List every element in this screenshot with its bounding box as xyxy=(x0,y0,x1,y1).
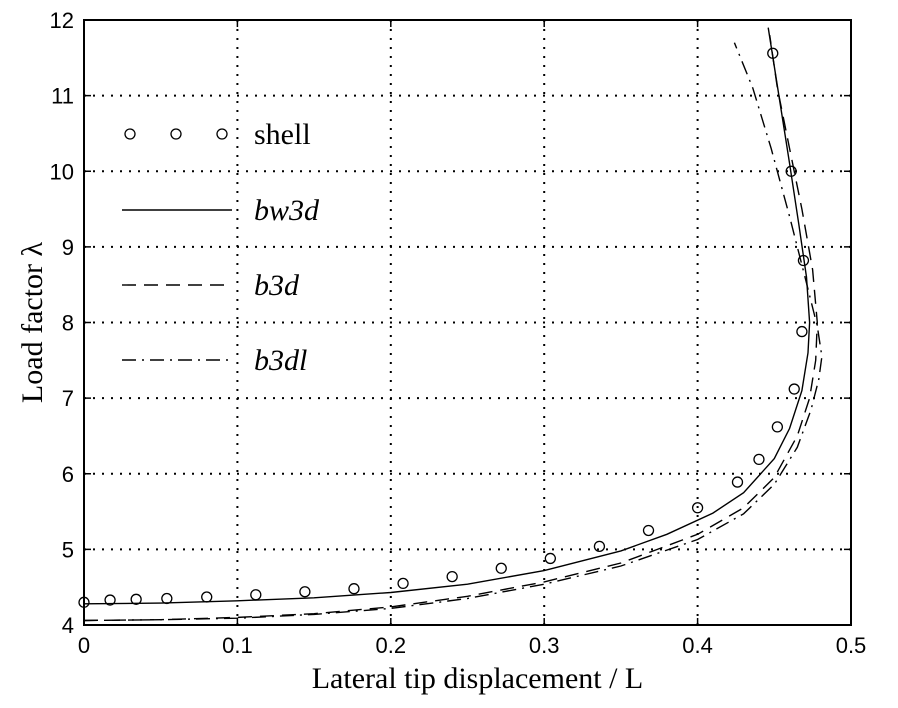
series-shell-point xyxy=(691,502,704,514)
x-tick-label: 0.1 xyxy=(222,633,253,658)
series-b3dl-line xyxy=(83,42,823,622)
y-tick-label: 5 xyxy=(62,537,74,562)
y-tick-label: 7 xyxy=(62,386,74,411)
legend: shell bw3d b3d b3dl xyxy=(122,118,320,377)
x-tick-label: 0.5 xyxy=(836,633,867,658)
y-tick-label: 10 xyxy=(50,159,74,184)
y-tick-label: 8 xyxy=(62,311,74,336)
legend-shell-marker xyxy=(216,128,228,140)
grid-layer xyxy=(84,20,851,625)
series-shell-point xyxy=(250,589,262,601)
series-shell-point xyxy=(495,562,507,574)
series-shell-point xyxy=(161,592,173,605)
x-tick-label: 0 xyxy=(78,633,90,658)
y-tick-label: 9 xyxy=(62,235,74,260)
x-tick-label: 0.3 xyxy=(529,633,560,658)
series-layer xyxy=(78,27,823,622)
legend-shell-marker xyxy=(124,128,136,140)
series-shell-point xyxy=(796,325,808,338)
legend-shell-marker xyxy=(170,128,182,140)
x-axis-title: Lateral tip displacement / L xyxy=(312,662,644,695)
series-b3d-line xyxy=(83,34,819,622)
legend-b3dl-label: b3dl xyxy=(254,344,307,377)
series-shell-point xyxy=(753,453,765,466)
series-shell-point xyxy=(544,552,556,565)
legend-shell-label: shell xyxy=(254,118,311,151)
tick-layer: 0 0.1 0.2 0.3 0.4 0.5 4 5 6 7 8 9 10 11 12 xyxy=(50,8,867,658)
legend-bw3d-label: bw3d xyxy=(254,194,320,227)
plot-frame xyxy=(83,19,852,626)
series-shell-point xyxy=(771,421,784,433)
series-shell-point xyxy=(104,594,116,606)
series-shell-point xyxy=(731,476,744,488)
series-bw3d-line xyxy=(83,27,811,605)
series-shell-point xyxy=(446,570,458,583)
series-shell-point xyxy=(642,524,655,537)
y-tick-label: 4 xyxy=(62,613,74,638)
series-shell-point xyxy=(593,540,606,552)
y-tick-label: 12 xyxy=(50,8,74,33)
series-shell-point xyxy=(201,591,213,603)
y-tick-label: 6 xyxy=(62,462,74,487)
series-shell-point xyxy=(397,577,409,590)
series-shell-point xyxy=(299,586,311,598)
series-shell-point xyxy=(130,593,142,605)
x-tick-label: 0.2 xyxy=(376,633,407,658)
y-axis-title: Load factor λ xyxy=(16,241,49,403)
series-shell-point xyxy=(348,583,360,595)
series-shell-point xyxy=(788,383,800,395)
legend-b3d-label: b3d xyxy=(254,269,300,302)
x-tick-label: 0.4 xyxy=(682,633,713,658)
y-tick-label: 11 xyxy=(51,84,74,109)
